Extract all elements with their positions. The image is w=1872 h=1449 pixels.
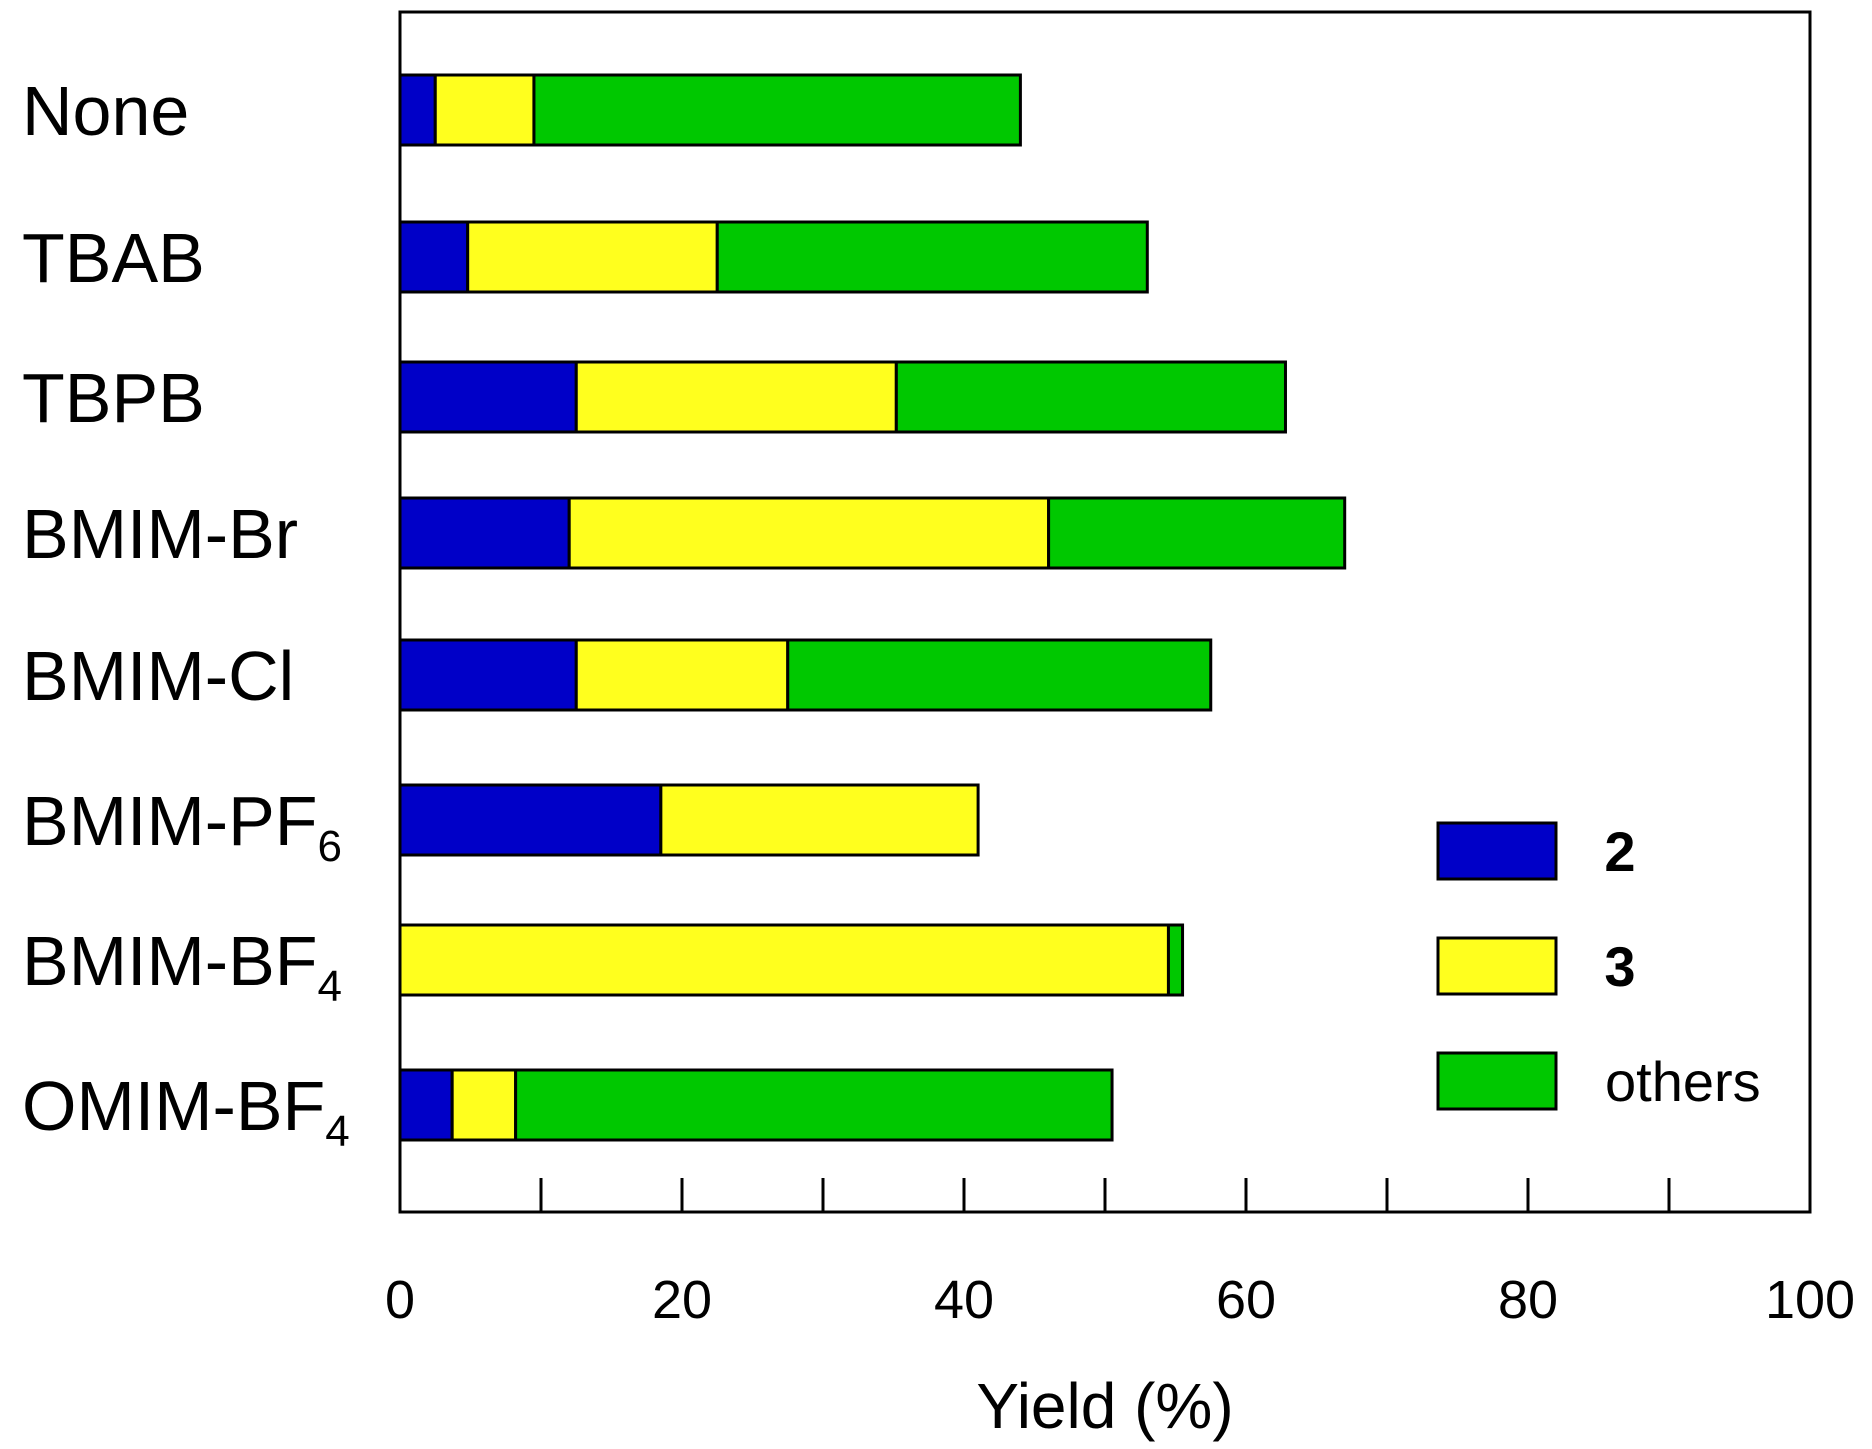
legend-label-3: 3 [1604,935,1635,998]
bar-3-bmim-cl [574,638,790,712]
x-tick-label: 20 [652,1270,712,1330]
bar-2-bmim-pf [398,783,663,857]
category-label: BMIM-Cl [22,637,294,715]
x-axis-ticks: 0 20 40 60 80 100 [385,1178,1855,1330]
bar-others-tbab [715,220,1149,294]
bar-others-bmim-cl [786,638,1213,712]
legend-label-2: 2 [1604,820,1635,883]
bar-3-bmim-bf [398,923,1170,997]
bar-others-omim-bf [514,1068,1114,1142]
bar-3-tbab [466,220,719,294]
bar-2-bmim-br [398,496,571,570]
legend: 2 3 others [1436,820,1761,1113]
x-tick-label: 60 [1216,1270,1276,1330]
category-label: BMIM-PF6 [22,782,342,871]
bar-others-bmim-bf [1166,923,1185,997]
category-label: None [22,72,189,150]
x-tick-label: 80 [1498,1270,1558,1330]
category-label: TBAB [22,219,205,297]
bar-others-bmim-br [1047,496,1347,570]
category-label: BMIM-Br [22,495,298,573]
legend-swatch-others [1436,1051,1558,1111]
category-labels: None TBAB TBPB BMIM-Br BMIM-Cl BMIM-PF6 BMIM-B… [22,72,350,1156]
bar-others-tbpb [894,360,1287,434]
legend-swatch-2 [1436,821,1558,881]
bar-2-tbpb [398,360,578,434]
x-tick-label: 40 [934,1270,994,1330]
bar-2-none [398,73,437,147]
category-label: OMIM-BF4 [22,1067,350,1156]
bar-3-tbpb [574,360,898,434]
bar-3-bmim-br [567,496,1051,570]
bar-2-tbab [398,220,470,294]
legend-swatch-3 [1436,936,1558,996]
bar-2-omim-bf [398,1068,454,1142]
bar-3-none [433,73,536,147]
x-tick-label: 100 [1765,1270,1855,1330]
category-label: TBPB [22,359,205,437]
plot-frame [398,10,1812,1214]
bar-2-bmim-cl [398,638,578,712]
bar-others-none [532,73,1022,147]
bar-3-bmim-pf [659,783,980,857]
bar-3-omim-bf [450,1068,518,1142]
legend-label-others: others [1605,1050,1761,1113]
bar-group [398,73,1347,1142]
x-axis-title: Yield (%) [976,1370,1233,1442]
category-label: BMIM-BF4 [22,922,342,1011]
x-tick-label: 0 [385,1270,415,1330]
